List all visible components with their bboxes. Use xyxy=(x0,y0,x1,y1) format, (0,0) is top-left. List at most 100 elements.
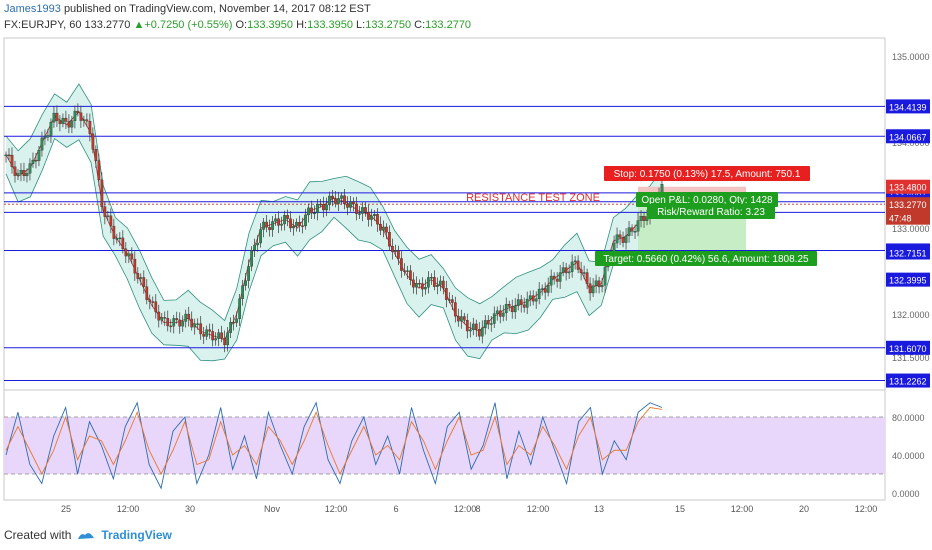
candle-body xyxy=(145,286,149,300)
brand-name[interactable]: TradingView xyxy=(101,528,172,542)
resistance-zone-label: RESISTANCE TEST ZONE xyxy=(466,192,600,204)
candle-body xyxy=(160,317,164,321)
candle-body xyxy=(181,321,185,327)
candle-body xyxy=(594,280,598,286)
candle-body xyxy=(522,304,526,308)
price-axis: 135.0000134.0000133.0000132.0000131.5000… xyxy=(886,52,930,499)
candle-body xyxy=(82,119,86,121)
candle-body xyxy=(576,260,580,270)
candle-body xyxy=(465,320,469,332)
candle-body xyxy=(424,287,427,290)
price-label-box xyxy=(886,197,930,212)
candle-body xyxy=(199,323,203,335)
candle-body xyxy=(516,299,520,307)
candle-body xyxy=(597,280,601,288)
time-tick: 15 xyxy=(675,504,685,514)
time-tick: 12:00 xyxy=(855,504,878,514)
tradingview-logo-icon xyxy=(78,533,95,539)
candle-body xyxy=(447,299,451,301)
candle-body xyxy=(61,117,65,124)
candle-body xyxy=(591,285,595,294)
candle-body xyxy=(88,121,92,134)
up-arrow-icon: ▲ xyxy=(133,19,145,31)
rr-label: Risk/Reward Ratio: 3.23 xyxy=(657,207,765,218)
candle-body xyxy=(268,227,271,230)
price-label-box xyxy=(886,340,930,355)
bollinger-basis xyxy=(5,111,663,341)
candle-body xyxy=(507,304,511,307)
price-label: 132.3995 xyxy=(889,276,927,286)
change-value: +0.7250 (+0.55%) xyxy=(144,19,233,31)
candle-body xyxy=(633,231,637,233)
symbol-line: FX:EURJPY, 60 133.2770 ▲+0.7250 (+0.55%)… xyxy=(4,19,471,31)
candle-body xyxy=(367,212,370,220)
low-value: 133.2750 xyxy=(365,19,412,31)
price-tick: 135.0000 xyxy=(892,52,930,62)
candle-body xyxy=(313,212,316,215)
candle-body xyxy=(43,137,47,139)
close-value: 133.2770 xyxy=(425,19,472,31)
target-label-box xyxy=(595,251,817,266)
candle-body xyxy=(100,179,104,207)
candle-body xyxy=(151,301,155,303)
price-tick: 132.0000 xyxy=(892,310,930,320)
candle-body xyxy=(618,234,622,238)
candle-body xyxy=(430,277,433,279)
candle-body xyxy=(570,261,574,272)
candle-body xyxy=(238,298,241,319)
candle-body xyxy=(166,318,170,327)
candle-body xyxy=(19,170,23,174)
candle-body xyxy=(277,218,280,226)
stoch-k-line xyxy=(5,401,663,490)
candle-body xyxy=(462,316,466,321)
stoch-band xyxy=(4,417,885,474)
candle-body xyxy=(382,226,385,231)
candle-body xyxy=(588,283,592,294)
candle-body xyxy=(25,173,29,177)
stoch-tick: 0.0000 xyxy=(892,489,920,499)
candle-body xyxy=(406,270,409,272)
candle-body xyxy=(163,317,167,319)
candle-body xyxy=(136,273,140,279)
candle-body xyxy=(630,227,634,232)
created-with-text: Created with xyxy=(4,528,72,542)
candle-body xyxy=(373,214,376,217)
candle-body xyxy=(217,332,221,339)
price-label: 133.4800 xyxy=(889,183,927,193)
candle-body xyxy=(495,310,499,314)
candle-body xyxy=(379,223,382,231)
candle-body xyxy=(28,163,32,174)
candle-body xyxy=(421,283,424,290)
candle-body xyxy=(94,149,98,161)
candle-body xyxy=(286,215,289,219)
candle-body xyxy=(450,299,454,303)
stoch-tick: 80.0000 xyxy=(892,413,925,423)
candle-body xyxy=(391,246,394,252)
candle-body xyxy=(456,316,460,322)
candle-body xyxy=(435,285,439,287)
candle-body xyxy=(13,166,17,176)
footer: Created with TradingView xyxy=(4,528,172,542)
chart-canvas[interactable]: 135.0000134.0000133.0000132.0000131.5000… xyxy=(0,34,932,524)
candle-body xyxy=(226,332,230,346)
candle-body xyxy=(543,288,547,293)
candle-body xyxy=(489,323,493,325)
candle-body xyxy=(525,298,529,308)
candle-body xyxy=(169,325,173,328)
stoch-d-line xyxy=(5,407,663,476)
price-label: 131.2262 xyxy=(889,377,927,387)
time-tick: 20 xyxy=(799,504,809,514)
candle-body xyxy=(244,280,247,286)
author-link[interactable]: James1993 xyxy=(4,3,61,15)
candle-body xyxy=(361,207,364,214)
candle-body xyxy=(49,121,53,136)
time-tick: 6 xyxy=(393,504,398,514)
candle-body xyxy=(364,207,367,213)
low-label: L: xyxy=(356,19,366,31)
candle-body xyxy=(474,323,478,330)
price-label-box xyxy=(886,245,930,260)
price-label: 134.4139 xyxy=(889,102,927,112)
candle-body xyxy=(73,110,77,121)
time-tick: 12:00 xyxy=(527,504,550,514)
candle-body xyxy=(415,283,418,288)
